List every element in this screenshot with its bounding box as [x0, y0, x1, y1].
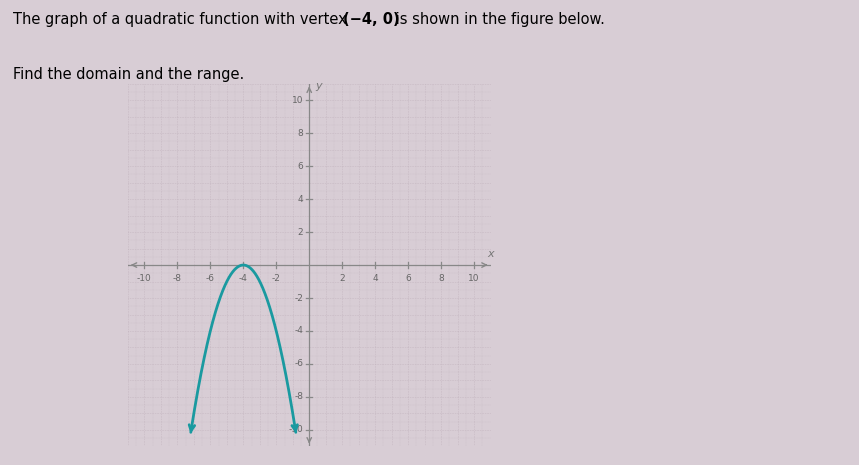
Text: -10: -10: [289, 425, 303, 434]
Text: -4: -4: [239, 274, 247, 283]
Text: -8: -8: [295, 392, 303, 401]
Text: -2: -2: [295, 293, 303, 303]
Text: -2: -2: [271, 274, 281, 283]
Text: -10: -10: [137, 274, 152, 283]
Text: 2: 2: [298, 227, 303, 237]
Text: 6: 6: [298, 162, 303, 171]
Text: 4: 4: [372, 274, 378, 283]
Text: -8: -8: [173, 274, 182, 283]
Text: Find the domain and the range.: Find the domain and the range.: [13, 67, 244, 82]
Text: x: x: [487, 249, 494, 259]
Text: 2: 2: [339, 274, 345, 283]
Text: 8: 8: [438, 274, 444, 283]
Text: y: y: [315, 80, 321, 91]
Text: 8: 8: [298, 129, 303, 138]
Text: The graph of a quadratic function with vertex: The graph of a quadratic function with v…: [13, 12, 351, 27]
Text: 10: 10: [292, 96, 303, 105]
Text: (−4, 0): (−4, 0): [343, 12, 399, 27]
Text: -6: -6: [206, 274, 215, 283]
Text: 6: 6: [405, 274, 411, 283]
Text: -4: -4: [295, 326, 303, 335]
Text: 10: 10: [468, 274, 480, 283]
Text: -6: -6: [295, 359, 303, 368]
Text: is shown in the figure below.: is shown in the figure below.: [391, 12, 605, 27]
Text: 4: 4: [298, 195, 303, 204]
